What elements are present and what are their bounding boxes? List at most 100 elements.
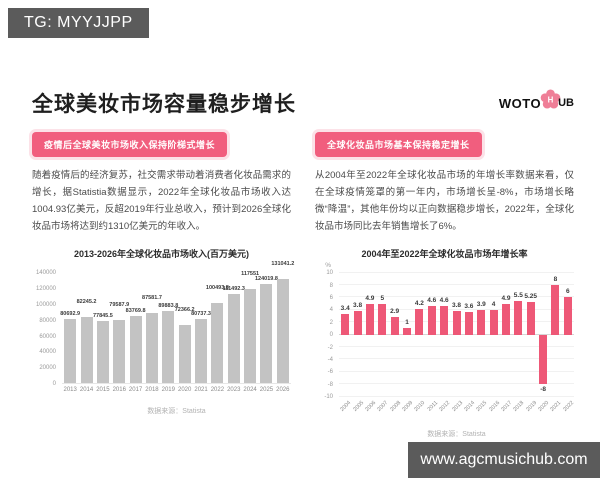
- x-axis-label: 2022: [562, 399, 576, 413]
- bar-2016: [113, 319, 126, 383]
- bar-value-label: 3.4: [340, 304, 350, 312]
- flower-icon: H: [540, 89, 561, 117]
- bar-2019: [526, 302, 535, 335]
- bar-2013: [452, 311, 461, 335]
- x-axis-label: 2021: [194, 386, 208, 393]
- header: 全球美妆市场容量稳步增长 WOTO H: [32, 88, 574, 118]
- x-axis-label: 2020: [177, 386, 192, 393]
- bar-2018: [145, 313, 158, 383]
- bar-value-label: 3.8: [451, 302, 462, 310]
- x-axis-label: 2005: [351, 399, 365, 413]
- bar-2020: [539, 334, 548, 385]
- x-axis-label: 2006: [364, 399, 378, 413]
- page-title: 全球美妆市场容量稳步增长: [32, 93, 296, 116]
- x-axis-label: 2011: [426, 399, 439, 413]
- bar-value-label: 117551: [241, 271, 260, 278]
- slide-content: 全球美妆市场容量稳步增长 WOTO H: [32, 88, 575, 439]
- x-axis-label: 2025: [259, 386, 274, 393]
- left-column: 疫情后全球美妆市场收入保持阶梯式增长 随着疫情后的经济复苏，社交需求带动着消费者…: [32, 132, 294, 439]
- revenue-chart-body: 140000 120000 100000 80000 60000 40000 20000 0 …: [32, 261, 294, 393]
- bar-value-label: 5.25: [524, 293, 538, 301]
- bar-value-label: 4: [491, 300, 496, 308]
- right-column: 全球化妆品市场基本保持稳定增长 从2004年至2022年全球化妆品市场的年增长率…: [315, 132, 575, 439]
- x-axis-label: 2014: [463, 399, 477, 413]
- bar-value-label: 82245.2: [76, 299, 97, 306]
- bar-2018: [514, 300, 523, 335]
- bar-value-label: 72366.2: [174, 307, 195, 314]
- bar-2025: [260, 284, 273, 383]
- bar-value-label: 79587.9: [109, 301, 130, 308]
- bar-value-label: 77845.5: [92, 312, 113, 319]
- bar-2015: [96, 320, 109, 383]
- x-axis-label: 2008: [388, 399, 402, 413]
- two-column-layout: 疫情后全球美妆市场收入保持阶梯式增长 随着疫情后的经济复苏，社交需求带动着消费者…: [32, 132, 575, 439]
- svg-text:H: H: [548, 96, 554, 105]
- x-axis-label: 2012: [438, 399, 452, 413]
- bar-value-label: 3.8: [353, 302, 363, 310]
- x-axis-label: 2019: [525, 399, 538, 413]
- x-axis-label: 2018: [512, 399, 526, 413]
- bar-2026: [276, 278, 289, 383]
- logo-text-right: UB: [558, 97, 574, 109]
- bar-2021: [195, 318, 208, 383]
- bar-2016: [489, 309, 498, 335]
- bar-2014: [80, 317, 93, 383]
- bar-value-label: 4.6: [427, 297, 437, 305]
- bar-value-label: 87581.7: [142, 295, 162, 302]
- bar-2019: [162, 311, 175, 383]
- x-axis-label: 2016: [487, 399, 501, 413]
- bar-value-label: 2.9: [390, 307, 400, 315]
- bar-2023: [227, 294, 240, 383]
- x-axis-label: 2015: [96, 386, 110, 393]
- x-axis-label: 2021: [549, 399, 563, 413]
- telegram-watermark-badge: TG: MYYJJPP: [8, 8, 149, 38]
- bar-value-label: 6: [566, 288, 570, 296]
- x-axis-label: 2015: [475, 399, 489, 413]
- x-axis-label: 2017: [500, 399, 514, 413]
- bar-2010: [415, 308, 424, 335]
- x-axis-label: 2016: [112, 386, 126, 393]
- x-axis-label: 2004: [339, 399, 353, 413]
- x-axis-label: 2013: [450, 399, 464, 413]
- website-watermark-badge: www.agcmusichub.com: [408, 442, 600, 478]
- growth-y-axis: % 10 8 6 4 2 0 -2 -4 -6 -8 -10: [324, 261, 333, 401]
- bar-value-label: 4.9: [365, 295, 375, 303]
- growth-chart-title: 2004年至2022年全球化妆品市场年增长率: [361, 248, 528, 259]
- revenue-chart-title: 2013-2026年全球化妆品市场收入(百万美元): [73, 248, 250, 259]
- bar-value-label: 89883.8: [158, 303, 179, 310]
- x-axis-label: 2019: [161, 386, 175, 393]
- bar-2017: [129, 316, 142, 383]
- bar-value-label: 8: [553, 276, 558, 284]
- revenue-chart-source: 数据来源：Statista: [147, 407, 206, 415]
- x-axis-label: 2026: [276, 386, 290, 393]
- bar-2009: [403, 328, 412, 335]
- bar-value-label: 80692.9: [60, 310, 81, 317]
- bar-value-label: 4.6: [439, 297, 449, 305]
- x-axis-label: 2024: [243, 386, 257, 393]
- bar-2012: [440, 306, 449, 335]
- bar-value-label: -8: [540, 386, 546, 394]
- x-axis-label: 2010: [413, 399, 427, 413]
- bar-value-label: 131041.2: [271, 260, 295, 267]
- bar-2020: [178, 325, 191, 383]
- growth-y-axis-unit: %: [325, 261, 331, 269]
- bar-2006: [365, 304, 374, 335]
- bar-value-label: 100493.8: [205, 284, 229, 291]
- right-section-paragraph: 从2004年至2022年全球化妆品市场的年增长率数据来看，仅在全球疫情笼罩的第一…: [315, 170, 574, 232]
- bar-2021: [551, 285, 560, 335]
- bar-value-label: 111492.3: [222, 286, 245, 293]
- bar-value-label: 124019.8: [254, 276, 278, 283]
- left-section-paragraph: 随着疫情后的经济复苏，社交需求带动着消费者化妆品需求的增长，据Statistia…: [32, 170, 291, 232]
- bar-value-label: 5: [380, 294, 385, 302]
- x-axis-label: 2022: [210, 386, 225, 393]
- bar-value-label: 83769.8: [125, 308, 146, 315]
- bar-2014: [464, 312, 473, 335]
- bar-2005: [353, 311, 362, 335]
- growth-plot-area: 3.4 2004 3.8 2005 4.9 2006 5 2007 2.9 2008 1 2009 4.…: [339, 271, 575, 413]
- x-axis-label: 2007: [376, 399, 390, 413]
- revenue-plot-area: 80692.9 2013 82245.2 2014 77845.5 2015 79587.9…: [60, 261, 294, 393]
- revenue-y-axis: 140000 120000 100000 80000 60000 40000 20000 0: [35, 270, 56, 388]
- bar-2015: [477, 310, 486, 335]
- bar-2024: [244, 289, 257, 383]
